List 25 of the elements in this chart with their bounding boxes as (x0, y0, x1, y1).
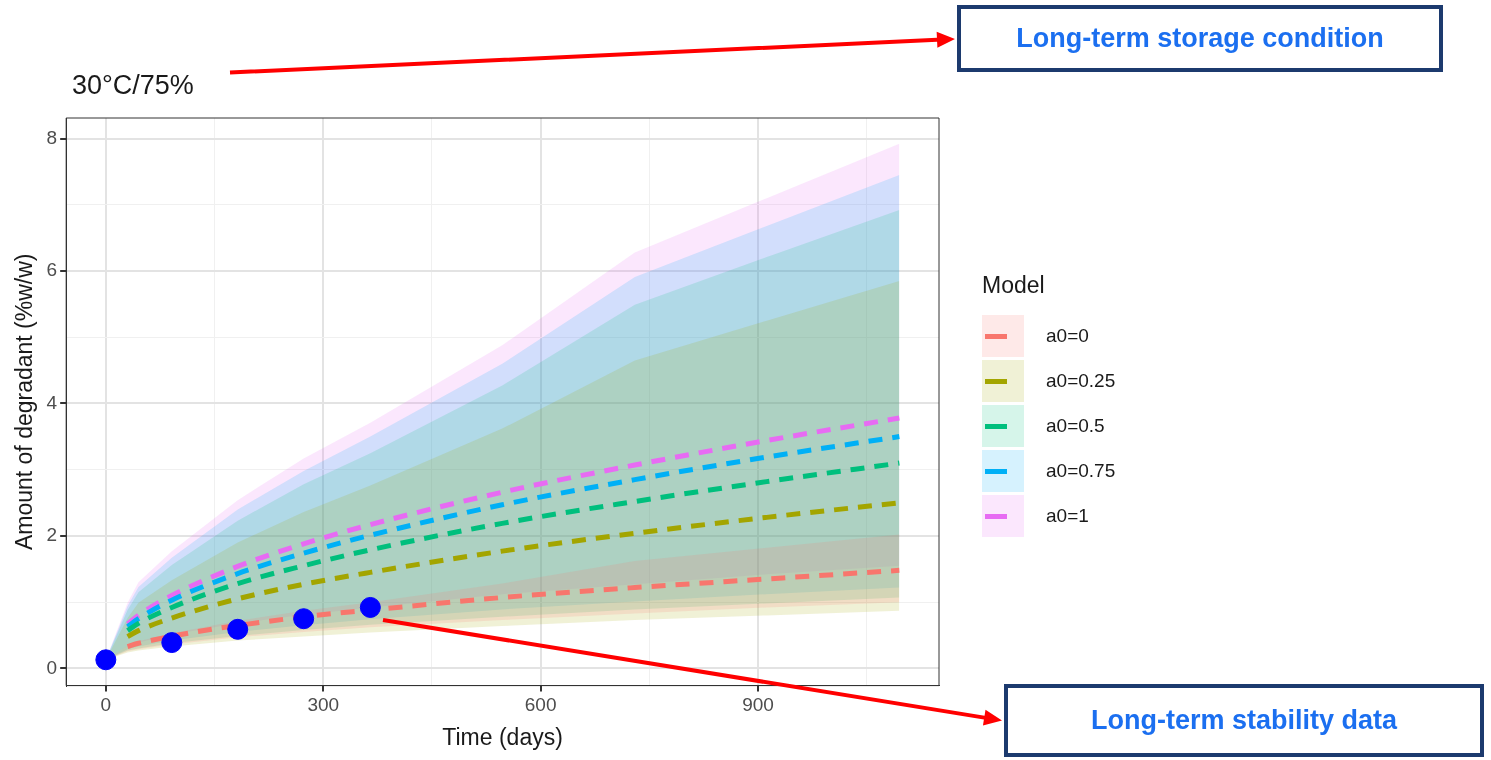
legend-label: a0=0 (1046, 324, 1089, 347)
legend-label: a0=0.25 (1046, 369, 1116, 392)
point (95, 649, 117, 671)
text: Long-term storage condition (957, 5, 1443, 72)
legend-label: a0=0.75 (1046, 459, 1116, 482)
point (359, 596, 381, 618)
x-axis-title: Time (days) (442, 723, 563, 750)
x-tick-label: 600 (524, 694, 557, 716)
legend-label: a0=0.5 (1046, 414, 1105, 437)
point (227, 618, 249, 640)
legend-title: Model (982, 272, 1046, 299)
y-axis-title: Amount of degradant (%w/w) (11, 253, 38, 551)
y-tick-label: 6 (46, 259, 58, 281)
y-tick-label: 0 (46, 656, 58, 678)
y-tick-label: 8 (46, 126, 58, 148)
x-tick-label: 0 (100, 694, 112, 716)
text: Long-term stability data (1004, 684, 1484, 757)
chart-title: 30°C/75% (72, 70, 194, 101)
x-tick-label: 900 (742, 694, 774, 716)
y-tick-label: 2 (46, 524, 58, 546)
y-tick-label: 4 (46, 391, 58, 413)
point (293, 608, 315, 630)
x-tick-label: 300 (307, 694, 340, 716)
legend-label: a0=1 (1046, 504, 1089, 527)
point (161, 632, 183, 654)
